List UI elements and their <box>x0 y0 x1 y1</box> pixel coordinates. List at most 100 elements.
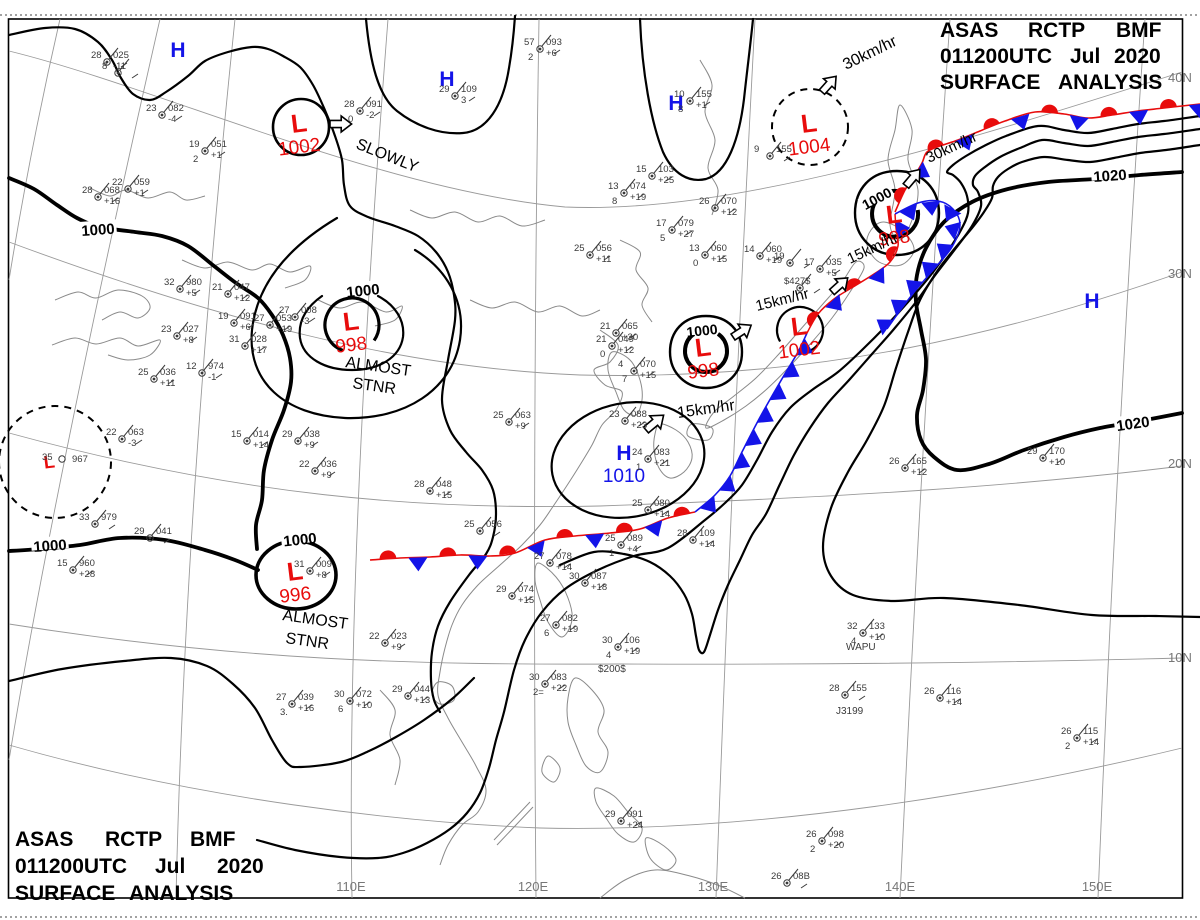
svg-text:08B: 08B <box>793 871 810 882</box>
svg-text:014: 014 <box>253 429 269 440</box>
svg-text:1002: 1002 <box>777 338 822 364</box>
svg-text:28: 28 <box>414 479 425 490</box>
svg-text:028: 028 <box>251 334 267 345</box>
svg-text:40N: 40N <box>1168 70 1192 85</box>
svg-text:30N: 30N <box>1168 266 1192 281</box>
svg-text:25: 25 <box>493 410 504 421</box>
svg-text:109: 109 <box>699 528 715 539</box>
svg-text:1002: 1002 <box>277 135 322 161</box>
svg-text:170: 170 <box>1049 446 1065 457</box>
svg-text:30: 30 <box>602 635 613 646</box>
svg-text:ASAS: ASAS <box>940 19 998 42</box>
svg-text:025: 025 <box>113 50 129 61</box>
svg-text:038: 038 <box>304 429 320 440</box>
svg-text:155: 155 <box>851 683 867 694</box>
svg-text:109: 109 <box>461 84 477 95</box>
svg-text:039: 039 <box>298 692 314 703</box>
svg-text:6: 6 <box>338 704 343 715</box>
svg-text:29: 29 <box>282 429 293 440</box>
svg-text:133: 133 <box>869 621 885 632</box>
svg-text:082: 082 <box>168 103 184 114</box>
svg-text:0: 0 <box>348 114 353 125</box>
svg-text:4: 4 <box>606 650 611 661</box>
svg-text:+5: +5 <box>826 268 837 279</box>
svg-text:1000: 1000 <box>33 537 67 556</box>
svg-text:106: 106 <box>624 635 640 646</box>
svg-text:1000: 1000 <box>686 321 719 340</box>
svg-text:22: 22 <box>369 631 380 642</box>
svg-text:24: 24 <box>632 447 643 458</box>
svg-text:SURFACE: SURFACE <box>940 71 1040 94</box>
svg-text:10N: 10N <box>1168 650 1192 665</box>
svg-text:051: 051 <box>211 139 227 150</box>
svg-text:5: 5 <box>660 233 665 244</box>
svg-text:1004: 1004 <box>787 134 832 160</box>
svg-text:3.: 3. <box>280 707 288 718</box>
svg-text:35: 35 <box>42 452 53 463</box>
svg-text:H: H <box>1084 290 1099 313</box>
svg-text:0: 0 <box>600 349 605 360</box>
svg-text:088: 088 <box>631 409 647 420</box>
svg-text:BMF: BMF <box>190 828 236 851</box>
svg-text:080: 080 <box>654 498 670 509</box>
svg-text:22: 22 <box>112 177 123 188</box>
svg-text:091: 091 <box>627 809 643 820</box>
svg-text:RCTP: RCTP <box>105 828 162 851</box>
svg-text:063: 063 <box>128 427 144 438</box>
svg-text:H: H <box>668 92 683 115</box>
svg-text:L: L <box>289 107 309 139</box>
svg-text:2020: 2020 <box>217 855 264 878</box>
svg-text:22: 22 <box>299 459 310 470</box>
svg-text:+6: +6 <box>240 322 251 333</box>
svg-text:L: L <box>43 451 56 472</box>
svg-text:089: 089 <box>627 533 643 544</box>
svg-text:036: 036 <box>160 367 176 378</box>
svg-text:25: 25 <box>464 519 475 530</box>
svg-text:23: 23 <box>161 324 172 335</box>
svg-text:2: 2 <box>810 844 815 855</box>
svg-text:WAPU: WAPU <box>846 642 876 653</box>
svg-text:8: 8 <box>612 196 617 207</box>
svg-text:974: 974 <box>208 361 224 372</box>
svg-text:+6: +6 <box>546 48 557 59</box>
svg-text:15: 15 <box>57 558 68 569</box>
svg-text:041: 041 <box>156 526 172 537</box>
svg-text:26: 26 <box>699 196 710 207</box>
svg-text:6: 6 <box>544 628 549 639</box>
svg-text:+9: +9 <box>304 440 315 451</box>
svg-text:28: 28 <box>344 99 355 110</box>
svg-text:26: 26 <box>924 686 935 697</box>
svg-text:1000: 1000 <box>346 281 381 301</box>
svg-text:27: 27 <box>276 692 287 703</box>
svg-text:33: 33 <box>79 512 90 523</box>
svg-text:1000: 1000 <box>81 221 115 240</box>
svg-text:110E: 110E <box>336 879 366 894</box>
svg-text:140E: 140E <box>885 879 916 894</box>
svg-text:083: 083 <box>551 672 567 683</box>
svg-text:967: 967 <box>72 454 88 465</box>
svg-text:093: 093 <box>546 37 562 48</box>
svg-text:-1: -1 <box>208 372 216 383</box>
svg-text:25: 25 <box>632 498 643 509</box>
svg-text:059: 059 <box>134 177 150 188</box>
svg-text:+11: +11 <box>596 254 611 265</box>
svg-text:19: 19 <box>218 311 229 322</box>
svg-text:22: 22 <box>106 427 117 438</box>
svg-text:+9: +9 <box>321 470 332 481</box>
svg-text:21: 21 <box>596 334 607 345</box>
svg-text:+5: +5 <box>186 288 197 299</box>
svg-text:998: 998 <box>877 226 911 251</box>
svg-text:011200UTC: 011200UTC <box>940 45 1052 68</box>
svg-text:14: 14 <box>744 244 755 255</box>
svg-text:13: 13 <box>689 243 700 254</box>
svg-text:027: 027 <box>183 324 199 335</box>
svg-text:008: 008 <box>301 305 317 316</box>
svg-text:2: 2 <box>1065 741 1070 752</box>
svg-text:979: 979 <box>101 512 117 523</box>
svg-text:26: 26 <box>889 456 900 467</box>
svg-text:1010: 1010 <box>603 466 645 487</box>
svg-text:165: 165 <box>911 456 927 467</box>
svg-text:9: 9 <box>754 144 759 155</box>
svg-text:3: 3 <box>461 95 466 106</box>
svg-text:25: 25 <box>138 367 149 378</box>
